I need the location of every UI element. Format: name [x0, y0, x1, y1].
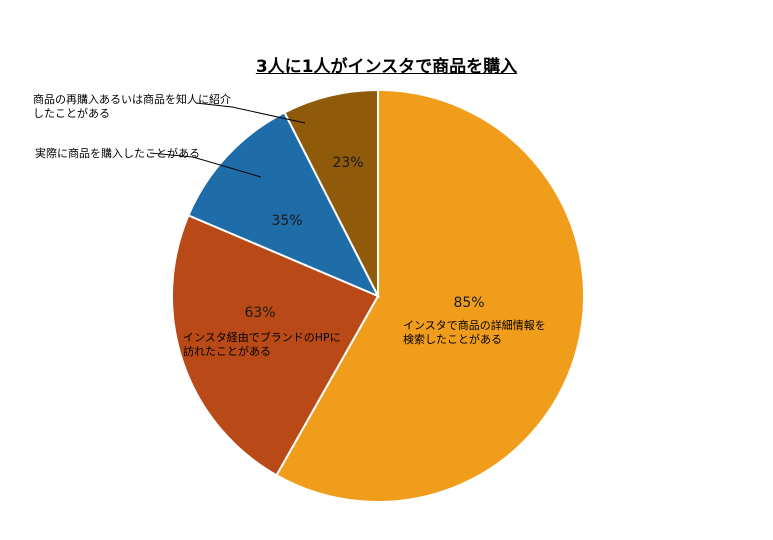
- pie-slice-1: [171, 214, 380, 477]
- slice-category-label-0: インスタで商品の詳細情報を検索したことがある: [403, 318, 546, 346]
- pie-slice-0: [275, 88, 585, 503]
- leader-line-3: [195, 102, 306, 124]
- slice-percent-label-1: 63%: [244, 305, 275, 321]
- leader-line-2: [149, 152, 262, 178]
- slice-percent-label-0: 85%: [453, 295, 484, 311]
- slice-category-label-1: インスタ経由でブランドのHPに訪れたことがある: [183, 330, 341, 358]
- slice-percent-label-2: 35%: [271, 213, 302, 229]
- pie-slice-3: [283, 88, 379, 297]
- slice-category-label-3: 商品の再購入あるいは商品を知人に紹介したことがある: [33, 92, 231, 120]
- chart-title: 3人に1人がインスタで商品を購入: [255, 57, 518, 77]
- slice-category-label-2: 実際に商品を購入したことがある: [35, 146, 200, 160]
- slice-percent-label-3: 23%: [332, 155, 363, 171]
